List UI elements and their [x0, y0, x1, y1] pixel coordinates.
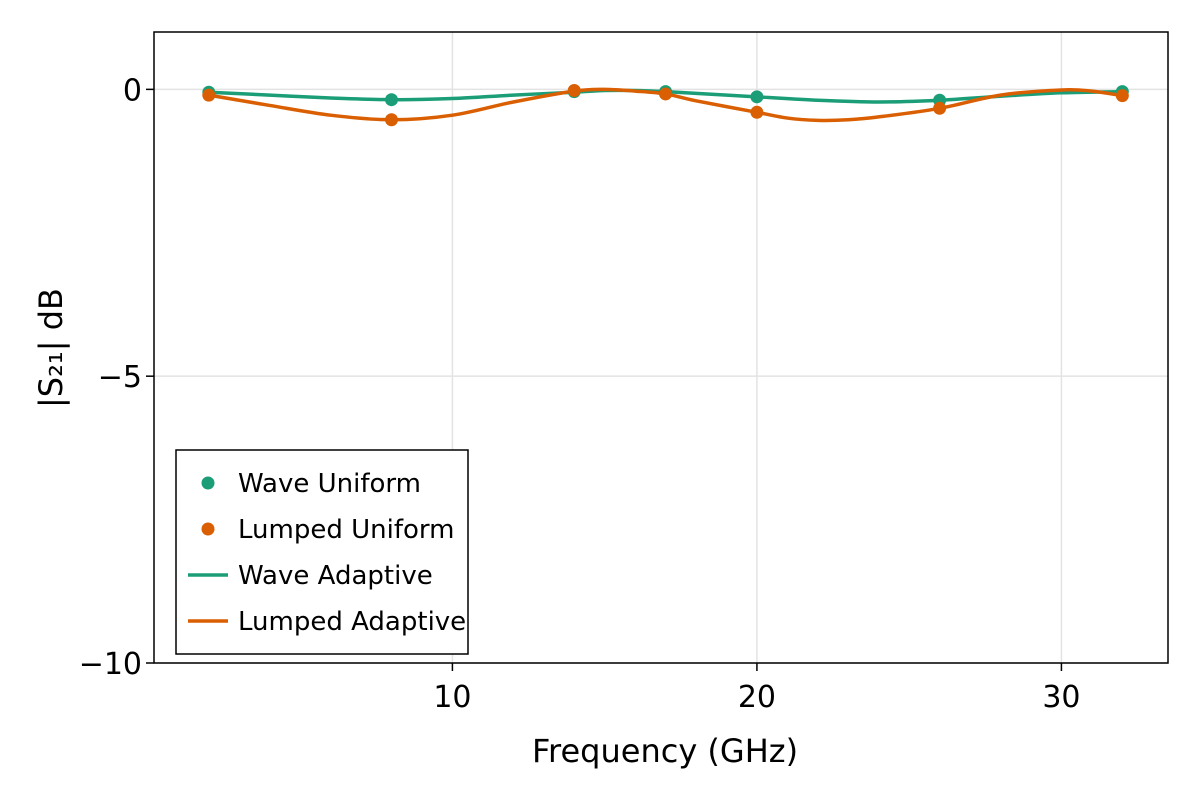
y-tick-label: −5	[98, 360, 142, 395]
point-lumped-uniform	[202, 88, 216, 102]
point-lumped-uniform	[659, 87, 673, 101]
legend-marker	[201, 476, 215, 490]
x-axis-label: Frequency (GHz)	[532, 732, 798, 770]
y-tick-label: 0	[123, 73, 142, 108]
series-layer	[202, 84, 1129, 127]
point-wave-uniform	[385, 93, 399, 107]
y-axis-label: |S₂₁| dB	[32, 288, 70, 408]
legend: Wave Uniform Lumped Uniform Wave Adaptive L…	[175, 449, 469, 655]
legend-label: Wave Adaptive	[238, 561, 433, 591]
x-tick-label: 10	[433, 680, 471, 715]
x-tick-label: 30	[1042, 680, 1080, 715]
y-tick-label: −10	[79, 647, 142, 682]
ticks: 10 20 30 0 −5 −10	[79, 73, 1081, 715]
x-tick-label: 20	[738, 680, 776, 715]
point-lumped-uniform	[385, 113, 399, 127]
legend-marker	[201, 522, 215, 536]
point-wave-uniform	[750, 90, 764, 104]
point-lumped-uniform	[750, 105, 764, 119]
point-lumped-uniform	[1115, 89, 1129, 103]
series-line-lumped-adaptive	[207, 87, 1125, 123]
legend-label: Wave Uniform	[238, 469, 421, 499]
legend-label: Lumped Uniform	[238, 515, 454, 545]
plot-frame	[153, 31, 1169, 664]
legend-label: Lumped Adaptive	[238, 607, 466, 637]
point-lumped-uniform	[933, 101, 947, 115]
point-lumped-uniform	[567, 84, 581, 98]
